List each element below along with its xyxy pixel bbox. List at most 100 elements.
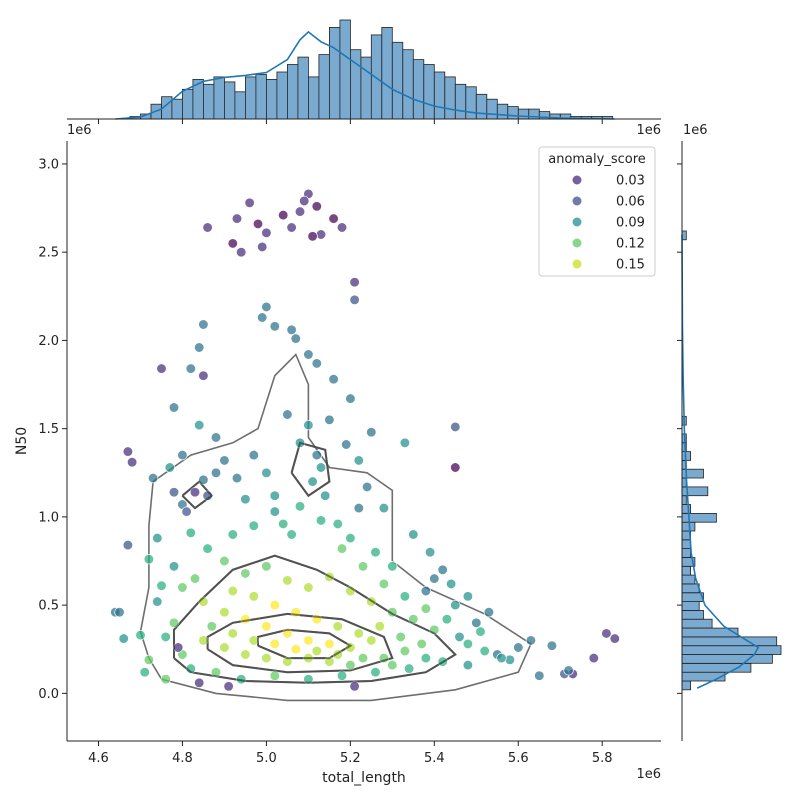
kde-contour-overlay-1 bbox=[206, 612, 394, 674]
scatter-point-195 bbox=[311, 645, 322, 657]
scatter-point-41 bbox=[198, 319, 209, 330]
right-hist-bar-15 bbox=[681, 548, 692, 558]
scatter-point-190 bbox=[206, 621, 217, 632]
scatter-point-180 bbox=[227, 585, 238, 597]
x-tick-label-3: 5.2 bbox=[340, 751, 361, 766]
top-hist-bar-34 bbox=[454, 83, 467, 120]
legend-label-4: 0.15 bbox=[616, 258, 645, 273]
scatter-point-10 bbox=[236, 247, 247, 258]
scatter-point-127 bbox=[240, 649, 251, 660]
scatter-point-169 bbox=[462, 638, 474, 650]
scatter-point-54 bbox=[399, 437, 411, 448]
scatter-point-16 bbox=[307, 231, 318, 242]
scatter-point-79 bbox=[320, 490, 331, 501]
scatter-point-129 bbox=[282, 656, 293, 667]
top-hist-bar-40 bbox=[517, 108, 530, 120]
scatter-point-108 bbox=[303, 582, 314, 593]
legend-marker-2 bbox=[572, 217, 582, 227]
scatter-point-60 bbox=[471, 617, 482, 628]
scatter-point-14 bbox=[328, 213, 339, 224]
scatter-point-135 bbox=[168, 617, 180, 628]
top-hist-bar-11 bbox=[213, 76, 225, 120]
top-hist-bar-26 bbox=[370, 34, 383, 120]
scatter-point-175 bbox=[282, 409, 293, 420]
top-hist-bar-19 bbox=[297, 56, 309, 120]
top-hist-bar-31 bbox=[423, 64, 435, 120]
right-kde-line bbox=[681, 234, 760, 689]
scatter-point-81 bbox=[353, 455, 364, 466]
scatter-point-61 bbox=[504, 654, 516, 665]
scatter-point-2 bbox=[311, 201, 322, 212]
top-hist-bar-32 bbox=[433, 71, 446, 120]
y-offset-label: 1e6 bbox=[67, 123, 92, 138]
scatter-point-95 bbox=[269, 506, 280, 517]
kde-contour-overlay-2 bbox=[257, 628, 353, 660]
scatter-point-12 bbox=[286, 222, 297, 233]
scatter-point-94 bbox=[261, 467, 272, 478]
top-hist-bar-37 bbox=[486, 98, 498, 120]
right-hist-bar-4 bbox=[681, 645, 782, 655]
kde-contour-overlay-3 bbox=[290, 441, 331, 498]
scatter-point-57 bbox=[156, 580, 167, 591]
right-hist-bar-9 bbox=[681, 601, 700, 611]
scatter-point-86 bbox=[437, 564, 448, 575]
scatter-point-104 bbox=[219, 555, 230, 567]
top-hist-bar-28 bbox=[391, 41, 404, 120]
scatter-point-119 bbox=[261, 621, 272, 632]
scatter-point-142 bbox=[303, 674, 314, 685]
scatter-point-128 bbox=[261, 652, 272, 664]
top-hist-bar-35 bbox=[465, 86, 477, 120]
legend-label-0: 0.03 bbox=[616, 174, 645, 189]
y-tick-label-4: 2.0 bbox=[38, 334, 59, 349]
scatter-point-11 bbox=[257, 241, 268, 253]
right-hist-bar-5 bbox=[681, 636, 778, 647]
right-hist-bar-23 bbox=[681, 477, 687, 488]
scatter-point-148 bbox=[194, 677, 205, 688]
top-kde-line bbox=[115, 30, 615, 120]
scatter-point-162 bbox=[315, 515, 327, 526]
top-marginal-histogram bbox=[67, 19, 661, 124]
scatter-point-53 bbox=[168, 402, 180, 413]
scatter-point-156 bbox=[168, 561, 180, 572]
scatter-point-149 bbox=[223, 681, 234, 692]
right-hist-bar-22 bbox=[681, 486, 709, 497]
scatter-point-198 bbox=[387, 659, 398, 671]
scatter-point-96 bbox=[278, 518, 289, 530]
scatter-point-29 bbox=[601, 628, 612, 639]
scatter-point-46 bbox=[269, 321, 280, 332]
scatter-point-37 bbox=[114, 607, 125, 618]
scatter-point-98 bbox=[332, 518, 343, 530]
scatter-point-69 bbox=[189, 487, 201, 498]
scatter-point-187 bbox=[374, 621, 385, 632]
kde-contour-overlay-4 bbox=[181, 480, 214, 510]
scatter-point-74 bbox=[303, 419, 314, 431]
y-tick-label-1: 0.5 bbox=[38, 599, 59, 614]
scatter-point-147 bbox=[462, 659, 474, 671]
top-hist-bar-25 bbox=[360, 56, 372, 120]
scatter-point-182 bbox=[269, 599, 280, 611]
scatter-point-167 bbox=[420, 603, 432, 614]
x-offset-label: 1e6 bbox=[636, 767, 661, 782]
right-hist-bar-2 bbox=[681, 663, 752, 673]
legend-box bbox=[538, 146, 656, 277]
scatter-point-93 bbox=[248, 449, 259, 461]
scatter-point-170 bbox=[479, 645, 490, 657]
scatter-point-158 bbox=[227, 529, 238, 540]
scatter-point-186 bbox=[353, 628, 364, 639]
right-hist-bar-12 bbox=[681, 574, 696, 585]
scatter-point-80 bbox=[341, 439, 352, 450]
scatter-point-165 bbox=[378, 578, 390, 590]
scatter-point-174 bbox=[324, 414, 335, 425]
scatter-point-105 bbox=[240, 568, 251, 579]
right-hist-bar-11 bbox=[681, 583, 700, 594]
scatter-point-185 bbox=[332, 621, 343, 632]
main-scatter-axes: 4.6 4.8 5.0 5.2 5.4 5.6 5.8 0.0 0.5 1.0 1.5 2.0 2.5 3… bbox=[38, 141, 661, 766]
scatter-point-56 bbox=[143, 554, 155, 565]
scatter-point-35 bbox=[546, 640, 558, 651]
scatter-point-145 bbox=[403, 663, 415, 674]
scatter-point-67 bbox=[168, 487, 180, 498]
right-hist-bar-18 bbox=[681, 521, 696, 532]
scatter-point-115 bbox=[177, 582, 188, 593]
scatter-point-78 bbox=[307, 476, 318, 487]
top-hist-bar-10 bbox=[202, 83, 215, 120]
